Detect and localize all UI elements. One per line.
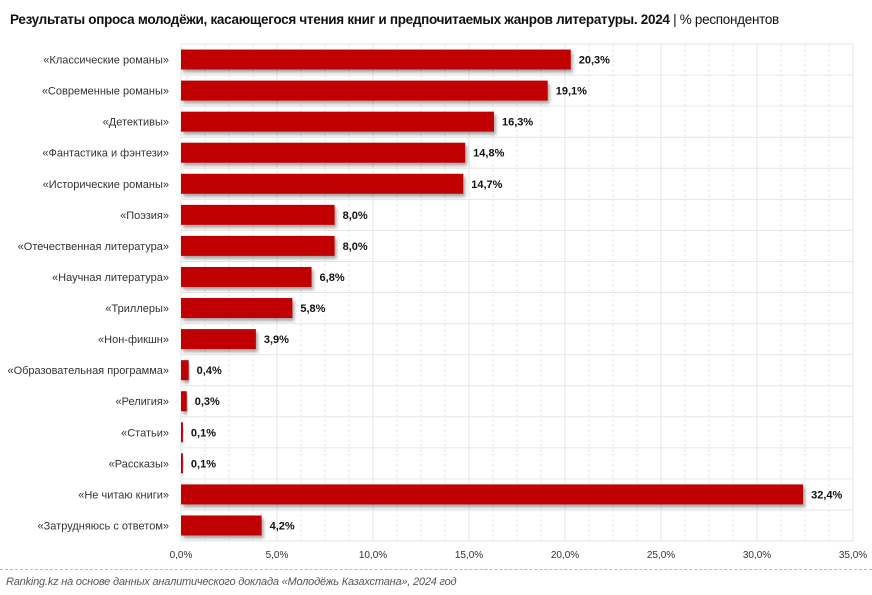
category-label: «Фантастика и фэнтези»	[42, 148, 169, 160]
category-label: «Затрудняюсь с ответом»	[38, 520, 169, 532]
bar	[181, 515, 262, 536]
category-label: «Детективы»	[103, 117, 169, 129]
data-label: 19,1%	[556, 86, 587, 98]
title-divider: |	[673, 12, 677, 27]
bar	[181, 235, 335, 256]
data-label: 3,9%	[264, 334, 289, 346]
category-label: «Статьи»	[121, 427, 169, 439]
title-main: Результаты опроса молодёжи, касающегося …	[10, 12, 670, 27]
category-label: «Классические романы»	[43, 55, 169, 67]
x-tick-label: 0,0%	[170, 550, 193, 561]
data-label: 8,0%	[343, 210, 368, 222]
bar	[181, 329, 256, 350]
data-label: 6,8%	[320, 272, 345, 284]
data-label: 4,2%	[270, 520, 295, 532]
x-tick-label: 35,0%	[839, 550, 867, 561]
category-label: «Не читаю книги»	[78, 489, 169, 501]
category-label: «Рассказы»	[109, 458, 169, 470]
x-tick-label: 20,0%	[551, 550, 579, 561]
category-label: «Нон-фикшн»	[98, 334, 169, 346]
category-label: «Исторические романы»	[43, 179, 169, 191]
x-tick-label: 5,0%	[266, 550, 289, 561]
category-label: «Образовательная программа»	[7, 365, 169, 377]
data-label: 32,4%	[811, 489, 842, 501]
bar	[181, 453, 183, 474]
bar	[181, 49, 571, 70]
source-note: Ranking.kz на основе данных аналитическо…	[6, 576, 457, 588]
bar	[181, 111, 494, 132]
data-label: 14,7%	[471, 179, 502, 191]
bar	[181, 173, 464, 194]
category-label: «Научная литература»	[52, 272, 169, 284]
bar	[181, 391, 187, 412]
x-tick-label: 30,0%	[743, 550, 771, 561]
footer-divider	[0, 569, 872, 570]
category-label: «Триллеры»	[105, 303, 169, 315]
bar	[181, 266, 312, 287]
category-label: «Поэзия»	[120, 210, 169, 222]
data-label: 14,8%	[473, 148, 504, 160]
data-label: 8,0%	[343, 241, 368, 253]
data-label: 0,1%	[191, 427, 216, 439]
x-tick-label: 25,0%	[647, 550, 675, 561]
data-label: 0,3%	[195, 396, 220, 408]
bar	[181, 422, 183, 443]
x-tick-label: 10,0%	[359, 550, 387, 561]
chart-title: Результаты опроса молодёжи, касающегося …	[10, 12, 779, 27]
data-label: 16,3%	[502, 117, 533, 129]
data-label: 5,8%	[300, 303, 325, 315]
category-label: «Религия»	[115, 396, 169, 408]
bar	[181, 80, 548, 101]
data-label: 20,3%	[579, 55, 610, 67]
category-label: «Современные романы»	[42, 86, 169, 98]
bar	[181, 142, 466, 163]
bar	[181, 360, 189, 381]
data-label: 0,4%	[197, 365, 222, 377]
data-label: 0,1%	[191, 458, 216, 470]
title-unit: % респондентов	[679, 12, 779, 27]
category-label: «Отечественная литература»	[18, 241, 169, 253]
x-tick-label: 15,0%	[455, 550, 483, 561]
bar	[181, 298, 293, 319]
bar	[181, 204, 335, 225]
bar	[181, 484, 804, 505]
